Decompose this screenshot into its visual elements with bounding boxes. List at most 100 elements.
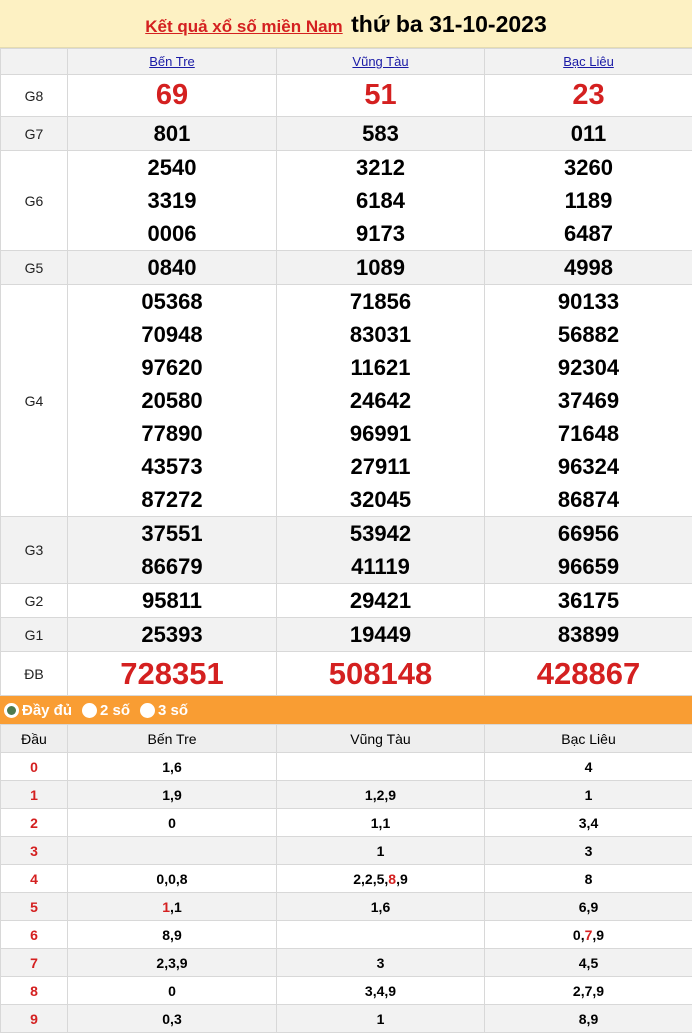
prize-cell: 69 — [68, 75, 277, 117]
prize-number: 728351 — [68, 652, 276, 695]
tail-digit: 4 — [585, 759, 593, 775]
prize-cell: 4998 — [485, 251, 692, 285]
prize-cell: 51 — [277, 75, 485, 117]
loto-cell: 1,2,9 — [277, 781, 485, 809]
option-2[interactable]: 3 số — [140, 702, 188, 719]
prize-number: 2540 — [68, 151, 276, 184]
radio-button[interactable] — [4, 703, 19, 718]
loto-row: 3 1 3 — [1, 837, 692, 865]
prize-label: G3 — [1, 517, 68, 584]
prize-label: G8 — [1, 75, 68, 117]
province-link[interactable]: Bạc Liêu — [563, 54, 614, 69]
tail-digit: 0 — [168, 871, 176, 887]
prize-number: 41119 — [277, 550, 484, 583]
head-digit: 8 — [1, 977, 68, 1005]
loto-cell: 3 — [485, 837, 692, 865]
province-header: Bến Tre — [68, 49, 277, 75]
prize-number: 83031 — [277, 318, 484, 351]
prize-number: 96659 — [485, 550, 692, 583]
tail-digit: 0 — [573, 927, 581, 943]
loto-cell: 6,9 — [485, 893, 692, 921]
prize-number: 6184 — [277, 184, 484, 217]
tail-digit: 9 — [174, 787, 182, 803]
loto-cell — [277, 753, 485, 781]
head-digit: 3 — [1, 837, 68, 865]
prize-cell: 1089 — [277, 251, 485, 285]
prize-number: 71648 — [485, 417, 692, 450]
prize-number: 0840 — [68, 251, 276, 284]
tail-digit: 1 — [371, 899, 379, 915]
tail-digit: 9 — [388, 787, 396, 803]
region-results-link[interactable]: Kết quả xổ số miền Nam — [145, 17, 342, 36]
province-link[interactable]: Bến Tre — [149, 54, 195, 69]
tail-digit: 1 — [382, 815, 390, 831]
radio-button[interactable] — [82, 703, 97, 718]
prize-number: 90133 — [485, 285, 692, 318]
province-header: Vũng Tàu — [277, 49, 485, 75]
tail-digit: 1 — [377, 843, 385, 859]
prize-cell: 508148 — [277, 652, 485, 696]
prize-number: 32045 — [277, 483, 484, 516]
radio-button[interactable] — [140, 703, 155, 718]
loto-cell: 4 — [485, 753, 692, 781]
prize-number: 05368 — [68, 285, 276, 318]
corner-cell — [1, 49, 68, 75]
loto-cell: 0 — [68, 809, 277, 837]
tail-digit: 9 — [590, 899, 598, 915]
prize-number: 95811 — [68, 584, 276, 617]
prize-number: 801 — [68, 117, 276, 150]
option-0[interactable]: Đầy đủ — [4, 702, 72, 719]
prize-number: 4998 — [485, 251, 692, 284]
prize-number: 56882 — [485, 318, 692, 351]
prize-number: 96324 — [485, 450, 692, 483]
prize-number: 43573 — [68, 450, 276, 483]
tail-digit: 6 — [174, 759, 182, 775]
prize-cell: 36175 — [485, 584, 692, 618]
prize-cell: 0840 — [68, 251, 277, 285]
province-link[interactable]: Vũng Tàu — [352, 54, 408, 69]
loto-cell: 3,4 — [485, 809, 692, 837]
loto-cell: 3 — [277, 949, 485, 977]
head-digit: 7 — [1, 949, 68, 977]
prize-number: 86874 — [485, 483, 692, 516]
page-header: Kết quả xổ số miền Nam thứ ba 31-10-2023 — [0, 0, 692, 48]
prize-cell: 728351 — [68, 652, 277, 696]
loto-cell: 1,9 — [68, 781, 277, 809]
head-digit: 6 — [1, 921, 68, 949]
loto-cell — [277, 921, 485, 949]
loto-cell: 2,7,9 — [485, 977, 692, 1005]
loto-cell: 0,0,8 — [68, 865, 277, 893]
loto-cell: 2,3,9 — [68, 949, 277, 977]
prize-number: 66956 — [485, 517, 692, 550]
prize-label: G1 — [1, 618, 68, 652]
option-1[interactable]: 2 số — [82, 702, 130, 719]
tail-digit: 4 — [590, 815, 598, 831]
loto-cell: 1 — [485, 781, 692, 809]
loto-cell: 1,1 — [68, 893, 277, 921]
tail-digit: 9 — [174, 927, 182, 943]
loto-cell: 4,5 — [485, 949, 692, 977]
prize-number: 86679 — [68, 550, 276, 583]
prize-number: 37551 — [68, 517, 276, 550]
prize-number: 6487 — [485, 217, 692, 250]
head-digit: 1 — [1, 781, 68, 809]
tail-digit: 0 — [168, 815, 176, 831]
prize-number: 71856 — [277, 285, 484, 318]
prize-label: ĐB — [1, 652, 68, 696]
tail-digit: 4 — [579, 955, 587, 971]
prize-cell: 95811 — [68, 584, 277, 618]
prize-number: 77890 — [68, 417, 276, 450]
prize-number: 83899 — [485, 618, 692, 651]
prize-number: 1189 — [485, 184, 692, 217]
